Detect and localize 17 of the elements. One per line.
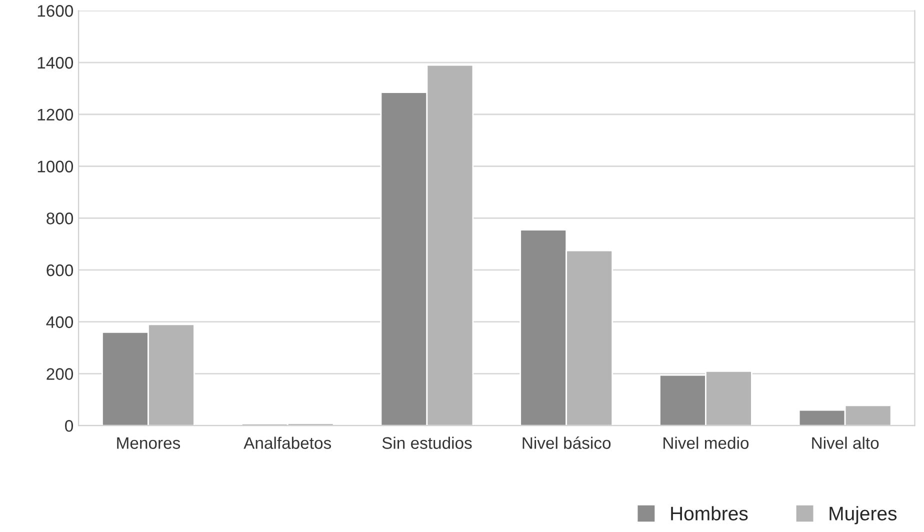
y-tick-label: 400: [46, 316, 74, 328]
y-tick-label: 0: [65, 420, 74, 432]
x-tick-label: Analfabetos: [244, 436, 332, 449]
x-tick-label: Sin estudios: [382, 436, 472, 449]
y-tick-label: 200: [46, 368, 74, 380]
legend-label: Mujeres: [830, 506, 897, 524]
y-tick-label: 800: [46, 212, 74, 224]
y-tick-label: 600: [46, 264, 74, 276]
y-tick-label: 1200: [38, 108, 74, 121]
x-tick-label: Nivel alto: [812, 436, 879, 449]
legend-label: Hombres: [671, 506, 748, 520]
y-tick-label: 1400: [38, 56, 74, 69]
x-tick-label: Menores: [117, 437, 180, 449]
y-tick-label: 1000: [38, 160, 74, 172]
y-tick-label: 1600: [38, 5, 74, 17]
x-tick-label: Nivel básico: [522, 436, 611, 449]
x-tick-label: Nivel medio: [664, 436, 749, 449]
